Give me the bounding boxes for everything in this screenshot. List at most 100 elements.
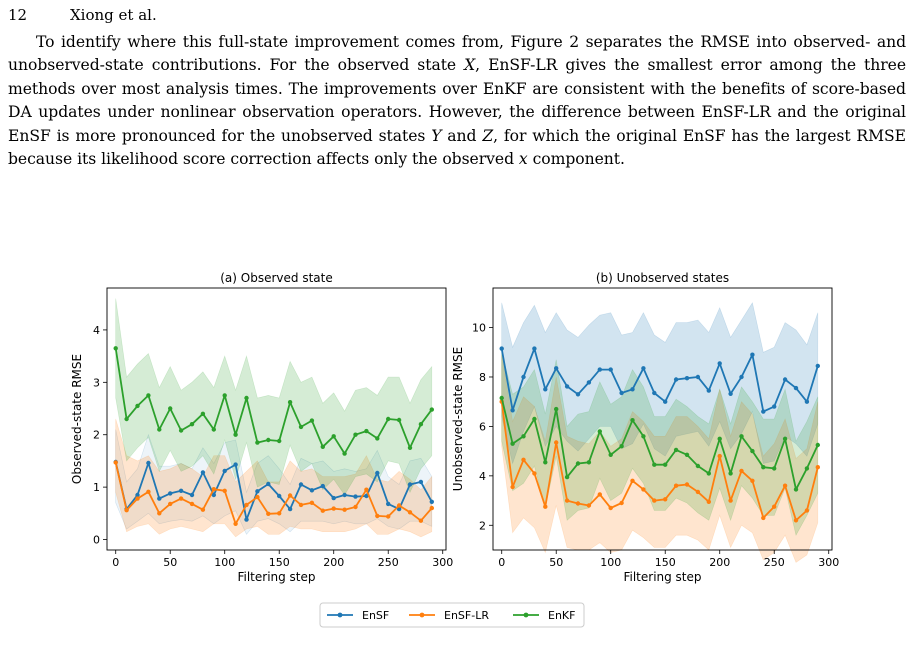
unobserved-y-tick-label: 8	[479, 371, 486, 384]
observed-enkf-point	[178, 428, 184, 433]
unobserved-enkf-point	[728, 471, 733, 476]
unobserved-ensf-lr-point	[619, 500, 624, 506]
observed-ensf-lr-point	[157, 511, 162, 516]
unobserved-ensf-point	[815, 363, 820, 369]
observed-enkf-point	[429, 407, 434, 412]
page-number: 12	[8, 6, 28, 24]
unobserved-enkf-point	[575, 461, 581, 466]
unobserved-ensf-lr-point	[793, 518, 799, 523]
unobserved-ensf-lr-point	[586, 503, 592, 508]
paragraph-text-5: component.	[527, 150, 625, 169]
unobserved-enkf-point	[532, 416, 537, 422]
observed-x-tick-label: 0	[112, 556, 119, 569]
observed-x-tick-label: 150	[269, 556, 290, 569]
unobserved-ensf-point	[728, 391, 733, 396]
legend-enkf-marker	[523, 612, 529, 618]
observed-axes-frame	[106, 287, 447, 551]
unobserved-enkf-point	[543, 460, 548, 465]
observed-ensf-lr-point	[375, 513, 380, 519]
observed-enkf-point	[124, 416, 129, 422]
unobserved-ensf-lr-point	[804, 508, 810, 513]
unobserved-ensf-lr-point	[695, 489, 701, 495]
unobserved-ensf-point	[564, 384, 570, 389]
paragraph-text-2: , EnSF-LR gives the smallest error among…	[8, 56, 907, 145]
legend-enkf-label: EnKF	[548, 609, 575, 622]
unobserved-y-axis-label: Unobserved-state RMSE	[451, 347, 465, 491]
unobserved-ensf-point	[684, 376, 690, 381]
observed-ensf-lr-point	[298, 502, 304, 508]
unobserved-x-axis-label: Filtering step	[623, 570, 701, 584]
observed-enkf-point	[266, 437, 271, 443]
observed-ensf-lr-point	[364, 487, 369, 492]
unobserved-enkf-band	[501, 352, 819, 537]
unobserved-ensf-lr-point	[706, 499, 711, 504]
observed-x-tick-label: 50	[163, 556, 177, 569]
unobserved-enkf-point	[695, 463, 701, 469]
unobserved-ensf-lr-point	[521, 457, 526, 462]
figure-legend: EnSF EnSF-LR EnKF	[319, 602, 585, 628]
paragraph-text-4: , for which the original EnSF has the la…	[8, 126, 906, 169]
observed-enkf-point	[277, 438, 282, 444]
unobserved-ensf-lr-point	[717, 453, 722, 459]
unobserved-enkf-point	[510, 441, 515, 446]
observed-ensf-point	[168, 491, 173, 496]
observed-ensf-lr-point	[244, 502, 249, 508]
unobserved-ensf-lr-point	[739, 468, 744, 474]
observed-ensf-lr-point	[342, 507, 347, 512]
unobserved-x-tick-label: 300	[818, 556, 839, 569]
unobserved-enkf-point	[608, 452, 613, 457]
unobserved-ensf-band	[501, 302, 819, 465]
unobserved-enkf-point	[619, 444, 624, 449]
unobserved-ensf-point	[521, 374, 526, 380]
unobserved-enkf-point	[499, 395, 504, 401]
observed-ensf-point	[331, 495, 336, 501]
observed-ensf-point	[353, 494, 358, 499]
unobserved-enkf-point	[761, 465, 766, 470]
observed-ensf-point	[375, 470, 380, 476]
unobserved-x-tick-label: 50	[549, 556, 563, 569]
unobserved-x-tick-label: 100	[600, 556, 621, 569]
unobserved-enkf-point	[597, 429, 602, 434]
unobserved-ensf-lr-point	[575, 501, 581, 506]
unobserved-ensf-lr-point	[772, 504, 777, 509]
unobserved-ensf-lr-point	[652, 498, 657, 503]
observed-ensf-lr-point	[396, 503, 402, 508]
observed-ensf-lr-point	[320, 508, 325, 513]
unobserved-ensf-lr-line	[500, 401, 819, 522]
observed-ensf-point	[222, 468, 227, 474]
observed-ensf-lr-point	[178, 496, 184, 501]
panel-unobserved-states: 0 50 100 150 200 250 300 2 4 6 8 10 (b) Unobserved s…	[451, 271, 839, 584]
observed-ensf-lr-point	[146, 489, 151, 494]
unobserved-enkf-point	[641, 434, 646, 439]
unobserved-ensf-point	[652, 390, 657, 396]
observed-enkf-point	[135, 403, 140, 409]
observed-ensf-lr-point	[124, 508, 129, 513]
unobserved-ensf-lr-point	[564, 498, 570, 503]
unobserved-ensf-lr-point	[815, 465, 820, 470]
observed-ensf-lr-point	[287, 493, 293, 498]
observed-enkf-point	[200, 411, 206, 416]
unobserved-ensf-point	[673, 377, 679, 382]
unobserved-enkf-point	[772, 466, 777, 471]
unobserved-ensf-point	[739, 374, 744, 380]
observed-enkf-point	[146, 393, 151, 398]
observed-enkf-point	[298, 424, 304, 430]
observed-ensf-point	[418, 479, 424, 485]
unobserved-ensf-point	[695, 374, 701, 380]
unobserved-x-tick-label: 200	[709, 556, 730, 569]
unobserved-enkf-point	[684, 452, 690, 457]
unobserved-enkf-point	[663, 462, 668, 467]
unobserved-ensf-point	[750, 352, 755, 357]
unobserved-enkf-point	[804, 466, 810, 471]
observed-ensf-point	[287, 506, 293, 512]
unobserved-ensf-lr-point	[684, 482, 690, 487]
unobserved-ensf-point	[608, 367, 613, 372]
observed-enkf-band	[115, 298, 433, 496]
legend-ensf-label: EnSF	[362, 609, 389, 622]
observed-enkf-point	[396, 417, 402, 423]
unobserved-ensf-point	[706, 388, 711, 393]
observed-y-tick-label: 2	[93, 429, 100, 442]
unobserved-ensf-lr-point	[597, 492, 602, 497]
observed-enkf-point	[331, 434, 336, 439]
observed-enkf-point	[168, 406, 173, 411]
